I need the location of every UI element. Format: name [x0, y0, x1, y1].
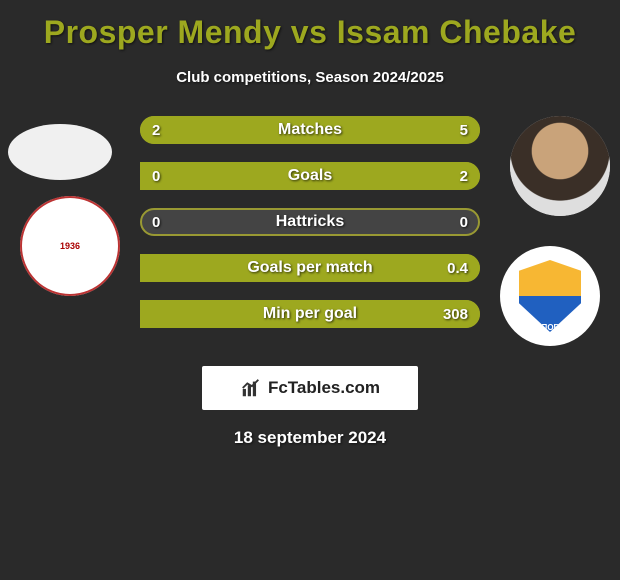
bar-value-right: 308 — [443, 300, 468, 328]
page-title: Prosper Mendy vs Issam Chebake — [0, 14, 620, 51]
stat-bars: Matches25Goals02Hattricks00Goals per mat… — [140, 116, 480, 346]
brand-badge[interactable]: FcTables.com — [202, 366, 418, 410]
bar-label: Goals — [140, 162, 480, 190]
stat-row: Goals per match0.4 — [140, 254, 480, 282]
chart-icon — [240, 377, 262, 399]
stats-area: 1936 ΑΠΟΕΛ Matches25Goals02Hattricks00Go… — [0, 116, 620, 356]
bar-label: Goals per match — [140, 254, 480, 282]
bar-label: Min per goal — [140, 300, 480, 328]
bar-value-left: 0 — [152, 162, 160, 190]
club-left-crest-icon: 1936 — [20, 196, 120, 296]
stat-row: Goals0 2 — [140, 162, 480, 190]
brand-text: FcTables.com — [268, 378, 380, 398]
face-icon — [510, 116, 610, 216]
bar-value-left: 0 — [152, 208, 160, 236]
club-left-badge: 1936 — [20, 196, 120, 296]
bar-value-right: 5 — [460, 116, 468, 144]
bar-value-right: 2 — [460, 162, 468, 190]
comparison-card: Prosper Mendy vs Issam Chebake Club comp… — [0, 0, 620, 448]
bar-value-right: 0.4 — [447, 254, 468, 282]
bar-label: Hattricks — [140, 208, 480, 236]
club-right-badge: ΑΠΟΕΛ — [500, 246, 600, 346]
club-right-crest-icon: ΑΠΟΕΛ — [500, 246, 600, 346]
date-label: 18 september 2024 — [0, 428, 620, 448]
player-right-avatar — [510, 116, 610, 216]
bar-value-left: 2 — [152, 116, 160, 144]
subtitle: Club competitions, Season 2024/2025 — [0, 69, 620, 86]
stat-row: Hattricks0 0 — [140, 208, 480, 236]
bar-label: Matches — [140, 116, 480, 144]
player-left-avatar — [8, 124, 112, 180]
stat-row: Min per goal308 — [140, 300, 480, 328]
bar-value-right: 0 — [460, 208, 468, 236]
stat-row: Matches2 5 — [140, 116, 480, 144]
